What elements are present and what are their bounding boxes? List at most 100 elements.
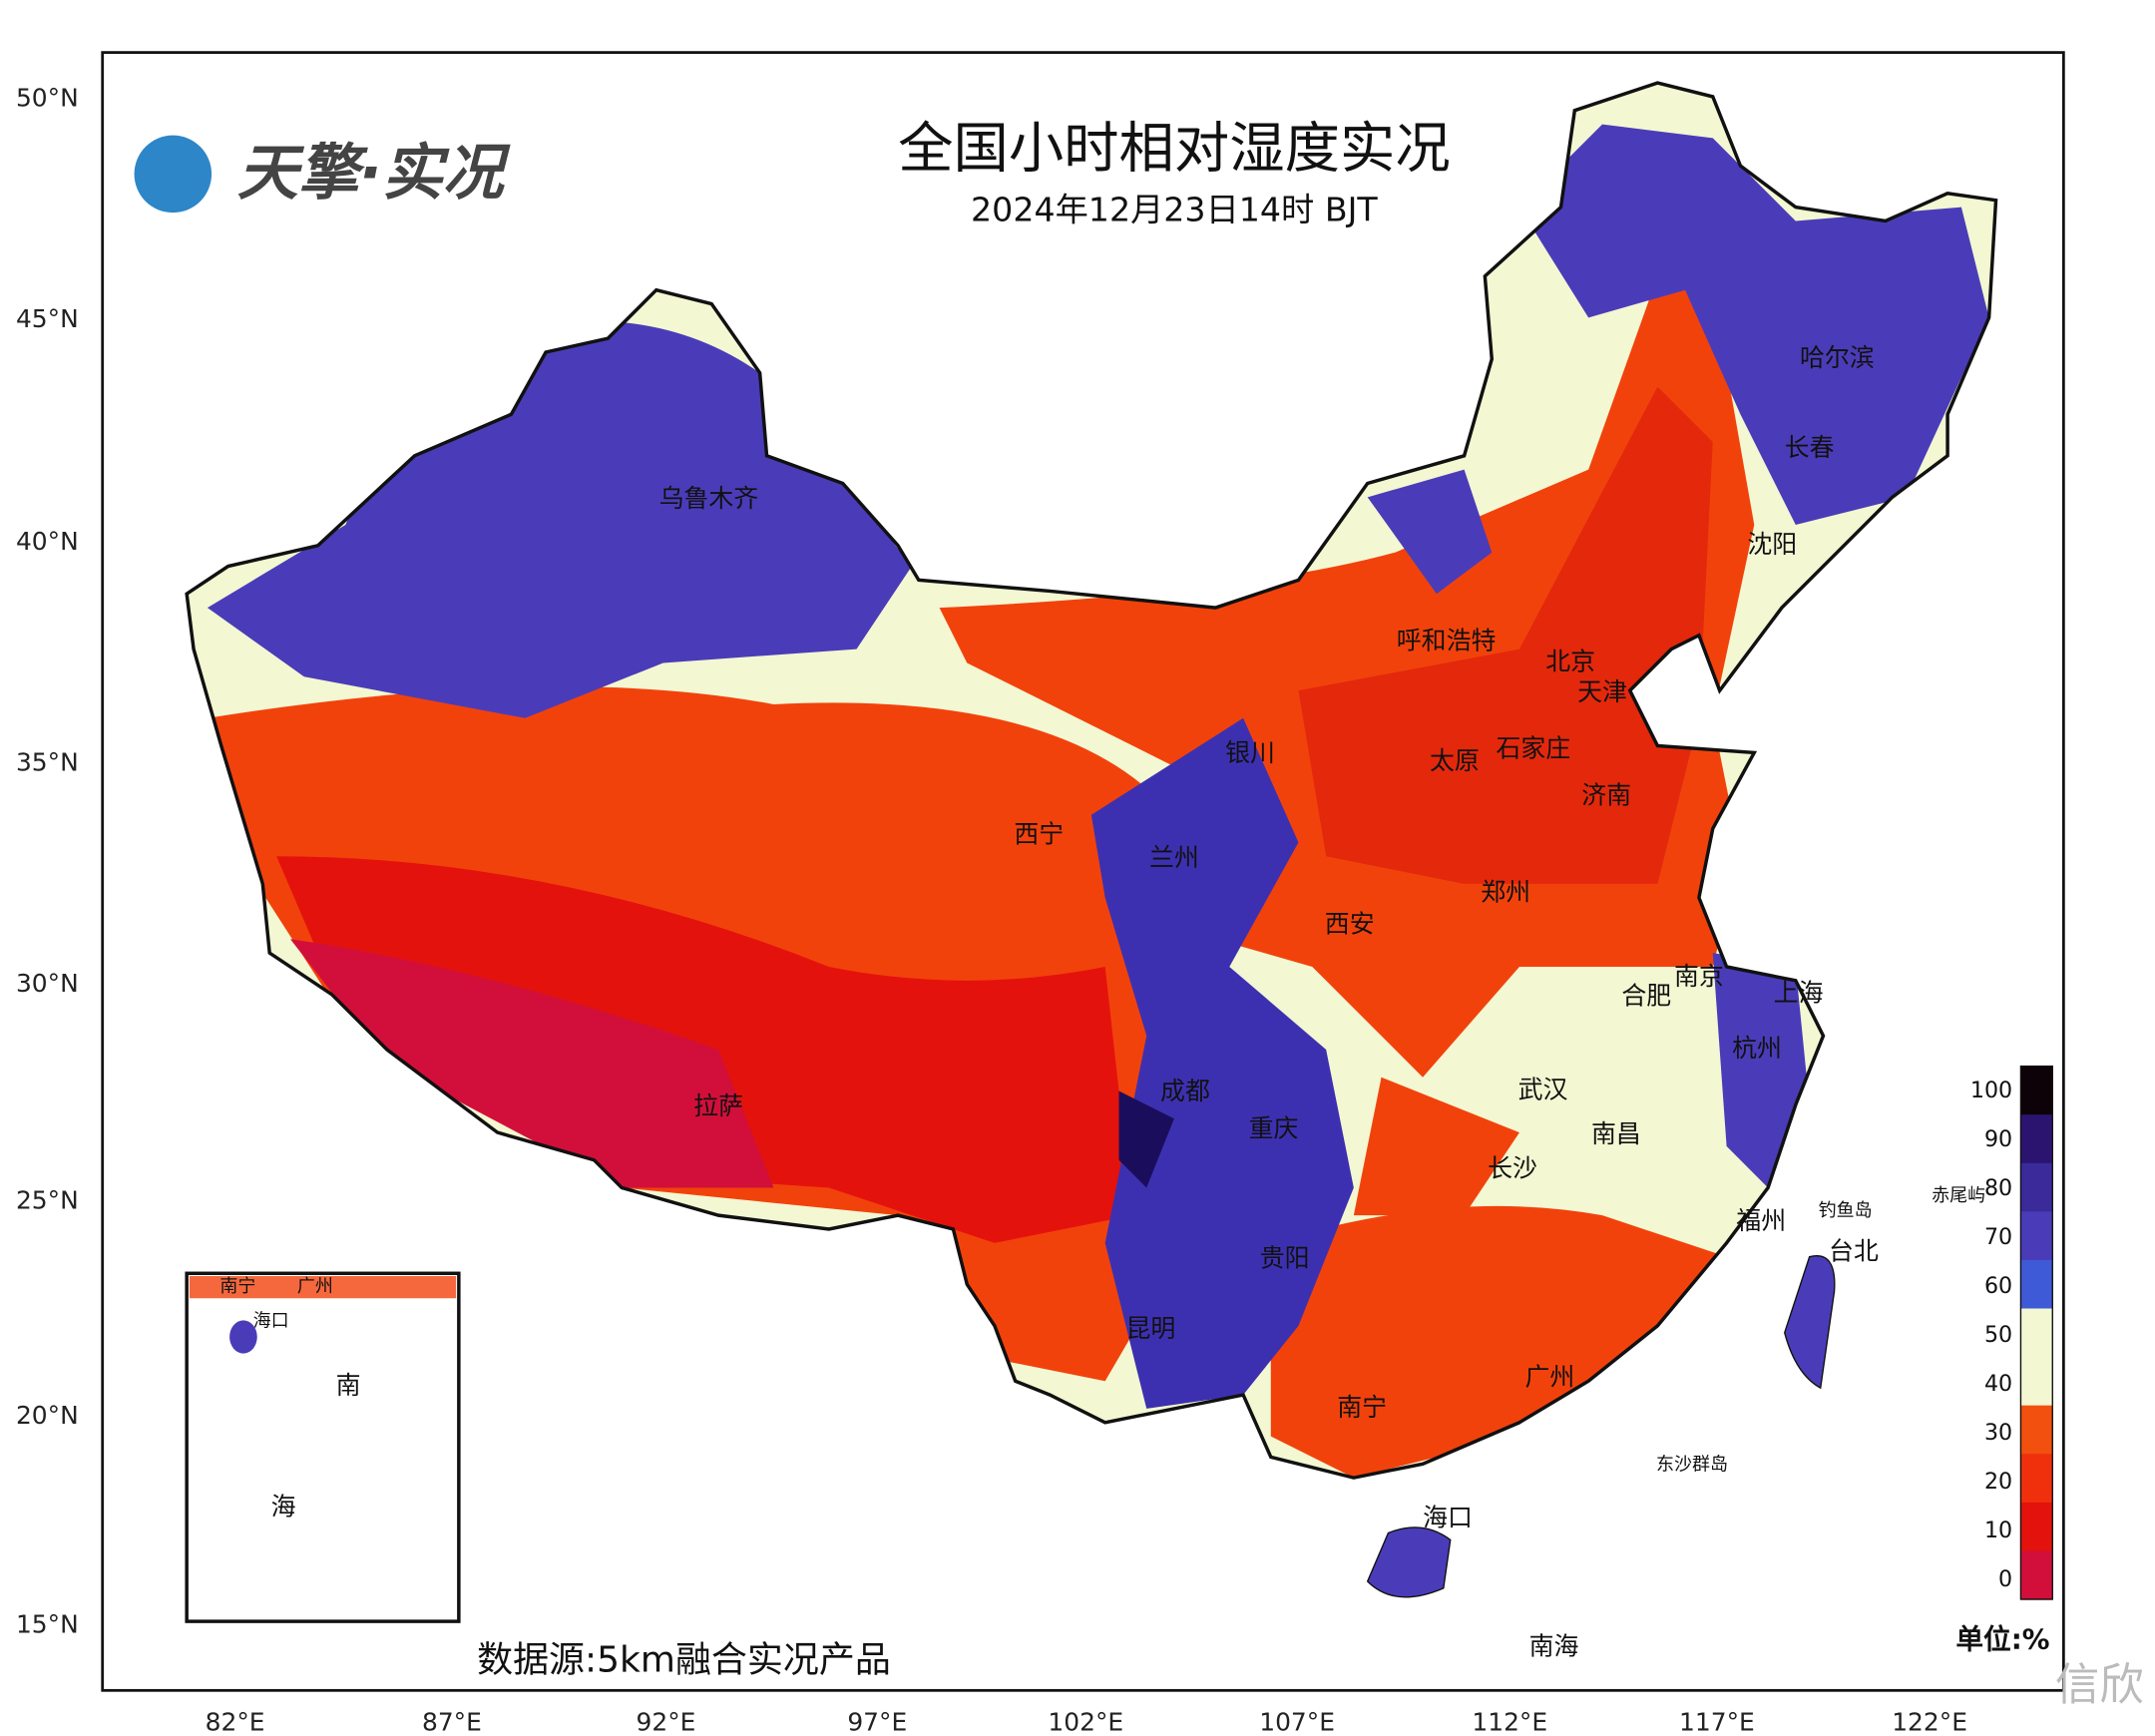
colorbar-segment [2020, 1357, 2053, 1407]
colorbar-label: 30 [1984, 1420, 2012, 1446]
inset-label: 海口 [253, 1311, 289, 1332]
colorbar-label: 10 [1984, 1518, 2012, 1543]
city-label: 钓鱼岛 [1819, 1200, 1873, 1221]
unit-label: 单位:% [1955, 1622, 2049, 1655]
taiwan [1784, 1255, 1836, 1390]
latitude-label: 15°N [16, 1609, 79, 1638]
longitude-label: 92°E [637, 1708, 696, 1736]
longitude-label: 97°E [847, 1708, 907, 1736]
city-label: 北京 [1545, 647, 1595, 675]
colorbar-label: 90 [1984, 1126, 2012, 1152]
longitude-label: 87°E [422, 1708, 482, 1736]
logo-icon [134, 135, 213, 214]
colorbar-label: 80 [1984, 1175, 2012, 1201]
latitude-labels: 50°N 45°N 40°N 35°N 30°N 25°N 20°N 15°N [16, 84, 79, 1639]
colorbar-label: 40 [1984, 1371, 2012, 1397]
map-subtitle: 2024年12月23日14时 BJT [971, 190, 1378, 228]
latitude-label: 30°N [16, 969, 79, 998]
inset-label: 南宁 [219, 1276, 255, 1297]
colorbar-label: 50 [1984, 1322, 2012, 1348]
longitude-label: 112°E [1472, 1708, 1547, 1736]
city-label: 拉萨 [693, 1091, 743, 1120]
city-label: 呼和浩特 [1397, 627, 1497, 655]
city-label: 成都 [1160, 1077, 1210, 1105]
city-label: 贵阳 [1260, 1243, 1310, 1272]
inset-frame [185, 1271, 461, 1623]
logo-text: 天擎·实况 [237, 138, 511, 209]
city-label: 哈尔滨 [1800, 343, 1875, 372]
colorbar-label: 70 [1984, 1224, 2012, 1250]
longitude-label: 107°E [1259, 1708, 1335, 1736]
colorbar-segment [2020, 1259, 2053, 1310]
city-label: 海口 [1423, 1504, 1473, 1532]
colorbar-frame [2019, 1065, 2053, 1600]
city-label: 南昌 [1591, 1119, 1641, 1148]
colorbar-segment [2020, 1550, 2053, 1600]
latitude-label: 45°N [16, 304, 79, 333]
inset-label: 南 [336, 1371, 361, 1400]
colorbar-segment [2020, 1405, 2053, 1455]
colorbar-segment [2020, 1308, 2053, 1358]
inset-label: 广州 [297, 1276, 333, 1297]
city-label: 西安 [1325, 909, 1375, 938]
city-label: 赤尾屿 [1932, 1185, 1985, 1206]
colorbar-segment [2020, 1162, 2053, 1213]
inset-land [189, 1276, 457, 1299]
latitude-label: 25°N [16, 1185, 79, 1214]
city-label: 石家庄 [1496, 734, 1570, 763]
city-label: 太原 [1430, 746, 1480, 775]
colorbar-segment [2020, 1502, 2053, 1552]
city-label: 上海 [1774, 979, 1824, 1008]
city-label: 郑州 [1481, 878, 1530, 907]
city-label: 武汉 [1518, 1076, 1568, 1104]
hainan [1366, 1526, 1452, 1598]
watermark: 信欣 [2055, 1660, 2144, 1711]
city-label: 台北 [1829, 1237, 1879, 1266]
longitude-label: 122°E [1892, 1708, 1967, 1736]
latitude-label: 50°N [16, 84, 79, 113]
longitude-label: 102°E [1048, 1708, 1123, 1736]
city-label: 长沙 [1488, 1153, 1537, 1182]
city-label: 重庆 [1249, 1113, 1299, 1142]
city-label: 南海 [1529, 1631, 1579, 1660]
city-label: 西宁 [1014, 819, 1064, 848]
colorbar-segment [2020, 1066, 2053, 1115]
city-label: 银川 [1225, 738, 1275, 767]
data-source: 数据源:5km融合实况产品 [477, 1639, 891, 1680]
city-label: 东沙群岛 [1656, 1455, 1728, 1476]
city-label: 沈阳 [1747, 530, 1797, 559]
city-label: 合肥 [1621, 981, 1671, 1010]
title-block: 天擎·实况 全国小时相对湿度实况 2024年12月23日14时 BJT [134, 117, 1451, 228]
city-label: 杭州 [1732, 1034, 1782, 1063]
city-label: 南宁 [1337, 1393, 1387, 1422]
colorbar-segment [2020, 1114, 2053, 1164]
city-label: 济南 [1581, 781, 1631, 810]
city-label: 长春 [1785, 433, 1835, 462]
colorbar-label: 0 [1998, 1566, 2012, 1592]
city-label: 福州 [1736, 1206, 1786, 1235]
latitude-label: 20°N [16, 1401, 79, 1430]
longitude-labels: 82°E 87°E 92°E 97°E 102°E 107°E 112°E 117°E 122°… [206, 1708, 1967, 1736]
city-label: 南京 [1674, 962, 1724, 991]
city-label: 天津 [1577, 677, 1627, 706]
inset: 南宁 广州 海口 南 海 [185, 1271, 461, 1623]
colorbar-segment [2020, 1454, 2053, 1504]
inset-label: 海 [271, 1493, 296, 1521]
colorbar-segment [2020, 1211, 2053, 1261]
map-title: 全国小时相对湿度实况 [898, 117, 1451, 181]
latitude-label: 40°N [16, 527, 79, 556]
colorbar-label: 20 [1984, 1469, 2012, 1495]
longitude-label: 117°E [1679, 1708, 1755, 1736]
colorbar-label: 100 [1970, 1078, 2012, 1103]
city-label: 广州 [1525, 1362, 1575, 1391]
colorbar-label: 60 [1984, 1273, 2012, 1299]
city-label: 兰州 [1149, 843, 1199, 872]
longitude-label: 82°E [206, 1708, 265, 1736]
latitude-label: 35°N [16, 747, 79, 776]
inset-hainan [229, 1320, 257, 1354]
city-label: 乌鲁木齐 [659, 484, 759, 513]
